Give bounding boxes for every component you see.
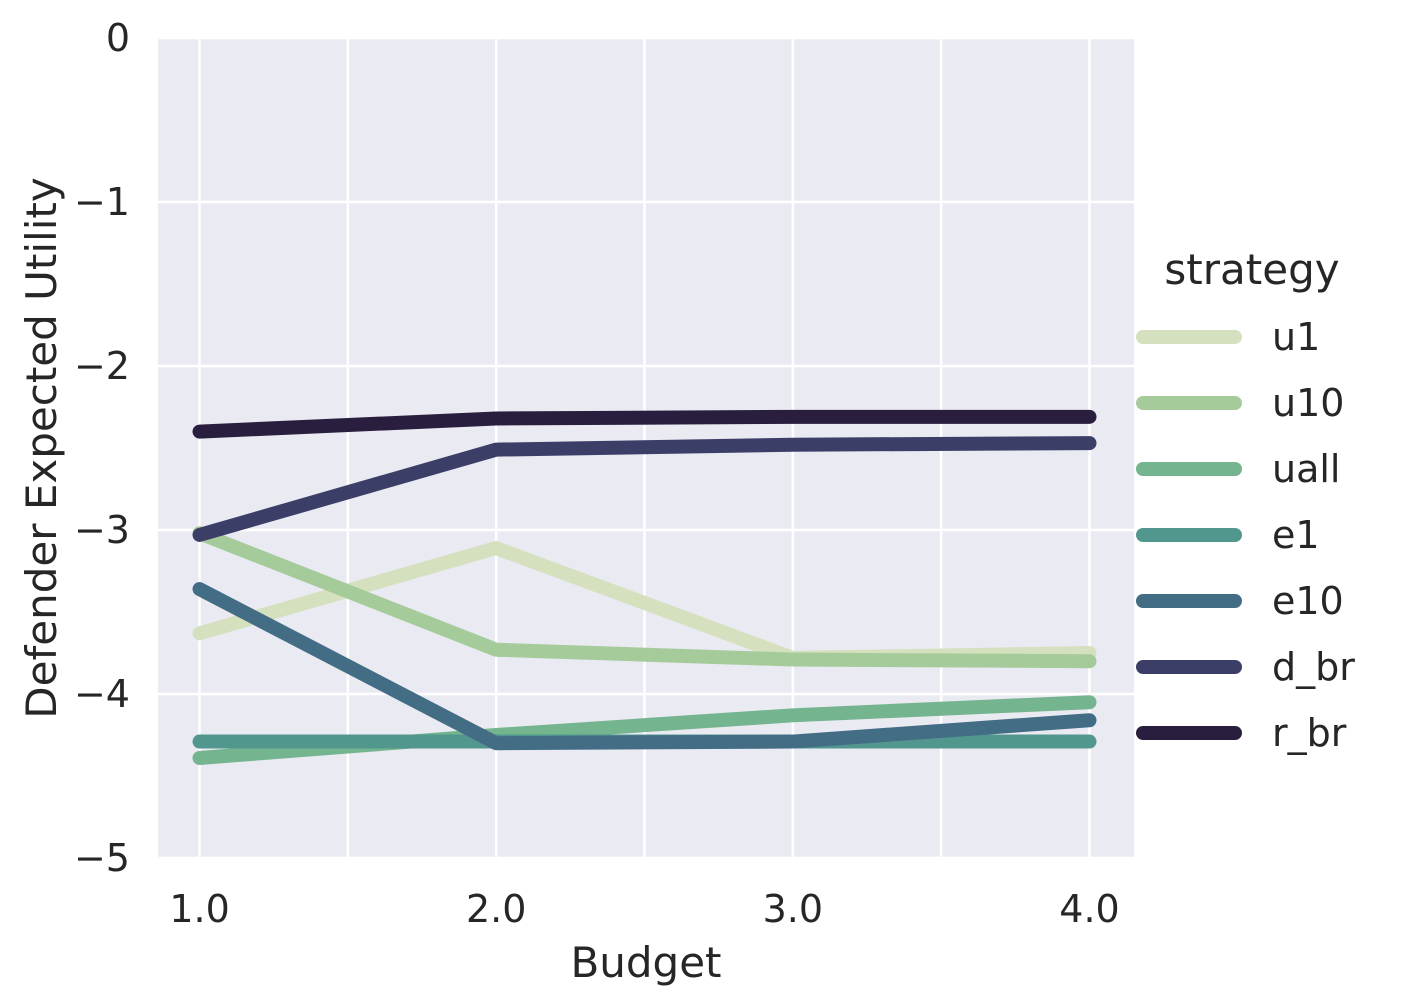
legend-label-e1: e1 — [1272, 513, 1320, 557]
x-axis-label: Budget — [570, 938, 721, 987]
legend: strategy u1 u10 uall e1 e10 d_br r_br — [1136, 245, 1355, 755]
y-tick-label: −1 — [74, 180, 130, 224]
x-tick-labels: 1.0 2.0 3.0 4.0 — [169, 887, 1119, 931]
legend-label-u1: u1 — [1272, 315, 1320, 359]
y-tick-label: −3 — [74, 508, 130, 552]
legend-label-d_br: d_br — [1272, 645, 1355, 689]
x-tick-label: 3.0 — [763, 887, 823, 931]
series-line-d_br — [192, 436, 1097, 542]
x-tick-label: 2.0 — [466, 887, 526, 931]
y-tick-label: −5 — [74, 836, 130, 880]
y-tick-labels: 0 −1 −2 −3 −4 −5 — [74, 16, 130, 880]
y-axis-label: Defender Expected Utility — [17, 177, 66, 718]
x-tick-label: 1.0 — [169, 887, 229, 931]
legend-label-e10: e10 — [1272, 579, 1344, 623]
legend-label-u10: u10 — [1272, 381, 1344, 425]
y-tick-label: −4 — [74, 672, 130, 716]
y-tick-label: 0 — [106, 16, 130, 60]
series-line-u10 — [192, 526, 1097, 669]
legend-label-r_br: r_br — [1272, 711, 1347, 755]
y-tick-label: −2 — [74, 344, 130, 388]
series-lines — [192, 409, 1097, 765]
series-line-e10 — [192, 582, 1097, 751]
series-line-r_br — [192, 409, 1097, 439]
legend-label-uall: uall — [1272, 447, 1341, 491]
legend-title: strategy — [1164, 245, 1339, 294]
x-tick-label: 4.0 — [1059, 887, 1119, 931]
